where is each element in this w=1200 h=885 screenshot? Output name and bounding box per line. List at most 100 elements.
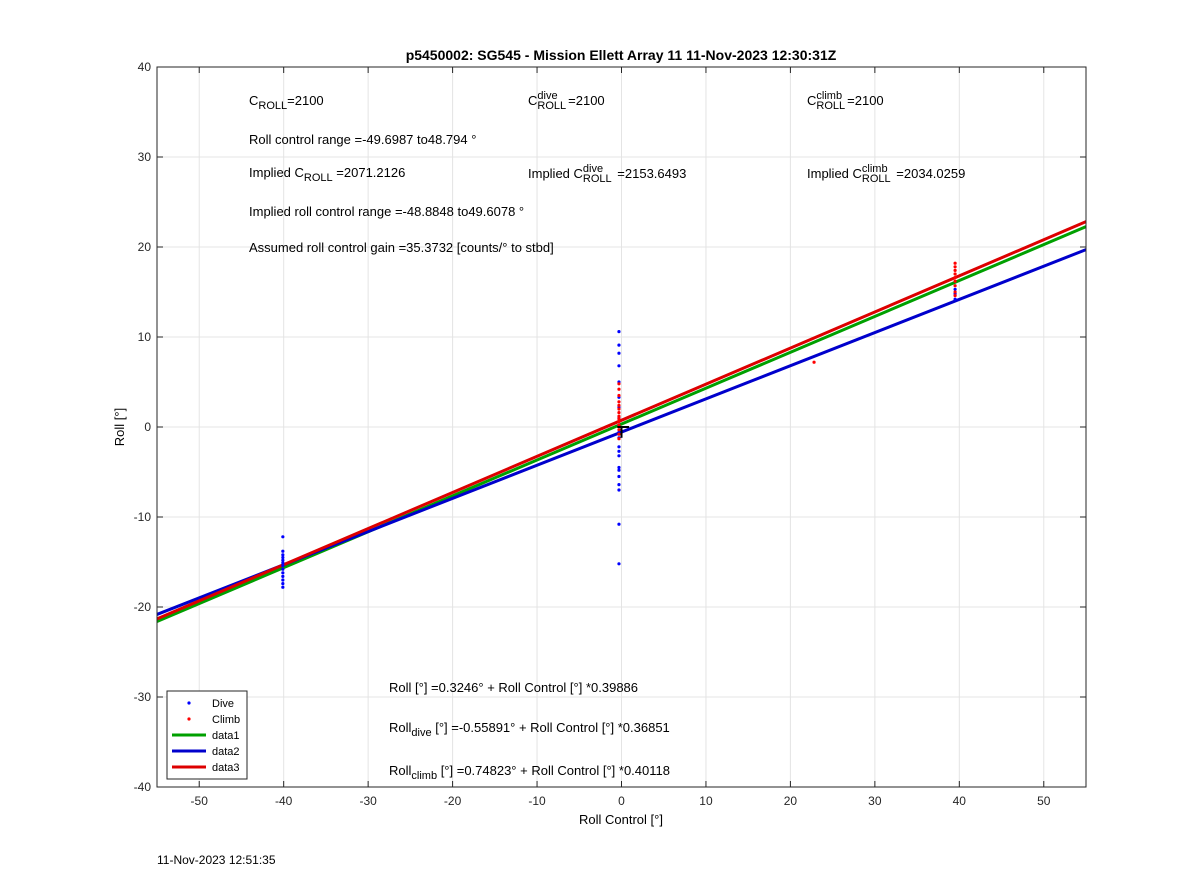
data-point-climb: [617, 432, 621, 436]
y-tick-label: 0: [144, 420, 151, 434]
fit-climb-rest: [°] =0.74823° + Roll Control [°] *0.4011…: [437, 763, 670, 778]
c-roll-dive-sup: dive: [537, 90, 558, 102]
x-tick-label: -20: [444, 794, 462, 808]
c-roll-base: C: [249, 93, 259, 108]
data-point-dive: [617, 468, 621, 472]
x-tick-label: 10: [699, 794, 713, 808]
data-point-climb: [953, 268, 957, 272]
implied-c-roll-sub: ROLL: [303, 172, 333, 184]
chart-title: p5450002: SG545 - Mission Ellett Array 1…: [406, 47, 837, 63]
x-tick-label: 30: [868, 794, 882, 808]
data-point-climb: [617, 428, 621, 432]
data-point-dive: [617, 474, 621, 479]
data-point-dive: [281, 555, 285, 560]
c-roll-climb-base: C: [807, 92, 817, 108]
implied-c-roll-dive-prefix: Implied C: [528, 165, 583, 181]
annotation-gain: Assumed roll control gain =35.3732 [coun…: [249, 240, 554, 255]
data-point-climb: [617, 417, 621, 421]
fit-dive-sub: dive: [411, 727, 432, 739]
data-point-climb: [617, 414, 621, 418]
data-point-dive: [617, 449, 621, 453]
c-roll-value: =2100: [287, 93, 324, 108]
data-point-climb: [617, 411, 621, 415]
data-point-climb: [953, 276, 957, 280]
footer-timestamp: 11-Nov-2023 12:51:35: [157, 853, 276, 867]
c-roll-climb-sup: climb: [816, 90, 843, 102]
fit-dive-base: Roll: [389, 720, 412, 735]
data-point-climb: [953, 279, 957, 283]
axis-ticks: -50 -40 -30 -20 -10 0 10 20 30 40 50 -40 -30 -20 -10 0 1…: [134, 60, 1086, 808]
data-point-dive: [281, 567, 285, 571]
implied-c-roll-climb-prefix: Implied C: [807, 165, 862, 181]
implied-c-roll-climb-value: =2034.0259: [892, 165, 966, 181]
data-point-dive: [281, 585, 285, 589]
y-tick-label: -20: [134, 600, 152, 614]
data-point-climb: [953, 272, 957, 276]
legend-marker-dive: [187, 701, 191, 705]
c-roll-climb-sub: ROLL: [816, 100, 846, 113]
data-point-dive: [617, 483, 621, 487]
annotation-fit-climb: Rollclimb [°] =0.74823° + Roll Control […: [389, 763, 670, 782]
data-point-dive: [617, 562, 621, 566]
annotation-c-roll: CROLL=2100: [249, 93, 324, 112]
implied-c-roll-dive-sub: ROLL: [582, 173, 612, 186]
data-point-dive: [953, 287, 957, 291]
fit-climb-sub: climb: [411, 770, 438, 782]
y-tick-label: -30: [134, 690, 152, 704]
c-roll-sub: ROLL: [258, 100, 288, 112]
data-point-dive: [617, 465, 621, 470]
data-point-dive: [281, 571, 285, 575]
data-point-climb: [953, 284, 957, 288]
data-point-dive: [617, 351, 621, 355]
implied-c-roll-dive-value: =2153.6493: [613, 165, 687, 181]
annotation-implied-c-roll: Implied CROLL =2071.2126: [249, 165, 405, 184]
annotation-fit-dive: Rolldive [°] =-0.55891° + Roll Control […: [389, 720, 670, 739]
data-point-dive: [617, 343, 621, 347]
x-tick-label: 50: [1037, 794, 1051, 808]
data-point-dive: [617, 488, 621, 492]
c-roll-dive-base: C: [528, 92, 538, 108]
data-point-climb: [953, 290, 957, 294]
fit-line-data1: [156, 225, 1087, 623]
legend-label-dive: Dive: [212, 698, 234, 710]
data-point-climb: [617, 393, 621, 398]
legend: Dive Climb data1 data2 data3: [166, 690, 248, 780]
y-tick-label: 30: [138, 150, 152, 164]
implied-c-roll-value: =2071.2126: [332, 165, 406, 180]
data-point-climb: [953, 294, 957, 298]
data-point-dive: [953, 297, 957, 301]
data-point-climb: [812, 360, 816, 364]
data-point-dive: [617, 364, 621, 368]
legend-label-climb: Climb: [212, 714, 240, 726]
data-point-climb: [617, 382, 621, 386]
x-tick-label: -10: [528, 794, 546, 808]
data-point-climb: [617, 420, 621, 424]
implied-c-roll-climb-sub: ROLL: [861, 173, 891, 186]
data-point-dive: [617, 330, 621, 334]
data-point-climb: [617, 403, 621, 407]
data-point-dive: [281, 549, 285, 553]
annotation-roll-control-range: Roll control range =-49.6987 to48.794 °: [249, 132, 477, 147]
y-tick-label: 20: [138, 240, 152, 254]
data-point-dive: [617, 454, 621, 458]
data-point-climb: [953, 261, 957, 265]
y-tick-label: -10: [134, 510, 152, 524]
data-point-dive: [281, 564, 285, 568]
y-tick-label: 10: [138, 330, 152, 344]
fit-line-data3: [156, 220, 1087, 621]
fit-dive-rest: [°] =-0.55891° + Roll Control [°] *0.368…: [431, 720, 670, 735]
x-tick-label: -40: [275, 794, 293, 808]
data-point-dive: [617, 445, 621, 449]
data-point-climb: [617, 400, 621, 404]
c-roll-climb-value: =2100: [847, 92, 884, 108]
data-point-climb: [953, 265, 957, 269]
implied-c-roll-dive-sup: dive: [582, 163, 604, 175]
fit-climb-base: Roll: [389, 763, 412, 778]
y-tick-label: -40: [134, 780, 152, 794]
x-tick-label: 20: [784, 794, 798, 808]
x-tick-label: 0: [618, 794, 625, 808]
data-point-dive: [281, 582, 285, 586]
